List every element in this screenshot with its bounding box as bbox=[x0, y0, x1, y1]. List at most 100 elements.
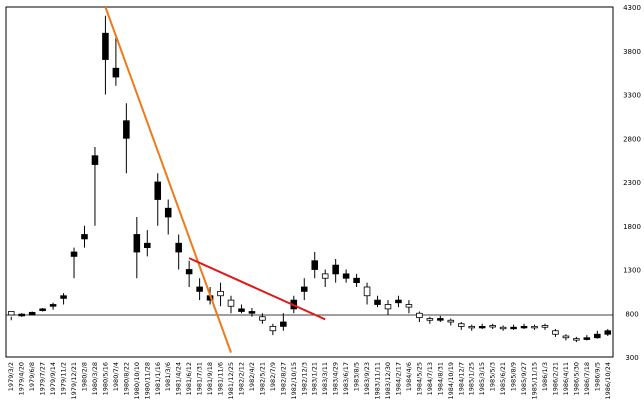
trendlines bbox=[104, 6, 326, 353]
y-tick-label: 2300 bbox=[623, 179, 641, 187]
candle-body-up bbox=[217, 290, 224, 297]
candlestick bbox=[353, 273, 360, 287]
candle-body-down bbox=[123, 120, 130, 139]
candle-body-down bbox=[332, 264, 339, 275]
x-tick-label: 1980/10/10 bbox=[133, 362, 141, 399]
candle-body-up bbox=[416, 312, 423, 319]
x-tick-label: 1982/8/27 bbox=[279, 362, 287, 395]
candle-body-up bbox=[7, 311, 15, 316]
candle-body-up bbox=[541, 325, 549, 328]
candle-body-down bbox=[81, 234, 88, 240]
candlestick bbox=[185, 260, 193, 287]
y-tick-label: 1800 bbox=[623, 223, 641, 231]
candle-body-down bbox=[437, 318, 444, 321]
candle-body-down bbox=[311, 260, 319, 270]
candlestick bbox=[133, 217, 141, 279]
candlestick bbox=[91, 147, 99, 226]
candlestick bbox=[49, 302, 57, 310]
candle-body-up bbox=[321, 273, 329, 279]
candle-body-down bbox=[133, 234, 141, 253]
x-tick-label: 1983/6/17 bbox=[342, 362, 350, 395]
x-tick-label: 1984/5/25 bbox=[415, 362, 423, 395]
candlestick bbox=[437, 315, 444, 322]
x-tick-label: 1986/2/21 bbox=[551, 362, 559, 395]
candle-body-down bbox=[395, 299, 402, 304]
candle-body-up bbox=[531, 325, 538, 329]
candlestick bbox=[227, 295, 235, 314]
candlestick bbox=[81, 225, 88, 248]
candle-body-down bbox=[594, 333, 601, 339]
y-tick-label: 4300 bbox=[623, 4, 641, 12]
candle-body-down bbox=[60, 295, 67, 299]
candle-body-down bbox=[91, 155, 99, 165]
x-tick-label: 1979/7/27 bbox=[39, 362, 47, 395]
x-tick-label: 1981/12/25 bbox=[227, 362, 235, 399]
x-tick-label: 1986/4/11 bbox=[562, 362, 570, 395]
x-tick-label: 1983/8/5 bbox=[353, 362, 361, 391]
candle-body-down bbox=[39, 308, 46, 312]
candlestick bbox=[583, 335, 591, 341]
x-tick-label: 1983/11/11 bbox=[374, 362, 382, 399]
x-tick-label: 1985/6/21 bbox=[499, 362, 507, 395]
candlestick bbox=[426, 316, 434, 324]
candle-body-up bbox=[489, 325, 496, 328]
candlestick-series bbox=[7, 15, 612, 343]
y-tick-label: 300 bbox=[625, 354, 638, 362]
x-tick-label: 1984/10/19 bbox=[447, 362, 455, 399]
candlestick bbox=[416, 311, 423, 322]
x-tick-label: 1980/3/28 bbox=[91, 362, 99, 395]
x-tick-label: 1983/3/11 bbox=[321, 362, 329, 395]
candlestick bbox=[447, 318, 455, 326]
candle-body-down bbox=[49, 304, 57, 307]
candlestick bbox=[123, 103, 130, 174]
candle-body-up bbox=[363, 286, 371, 297]
candle-body-down bbox=[144, 242, 151, 249]
candle-body-down bbox=[154, 181, 162, 200]
candle-body-up bbox=[447, 319, 455, 323]
candle-body-down bbox=[604, 330, 612, 335]
candle-body-up bbox=[573, 338, 580, 341]
candlestick bbox=[478, 323, 486, 329]
candlestick bbox=[102, 15, 109, 95]
candlestick bbox=[573, 336, 580, 343]
candle-body-down bbox=[102, 32, 109, 60]
x-tick-label: 1984/8/31 bbox=[436, 362, 444, 395]
x-tick-label: 1985/9/27 bbox=[520, 362, 528, 395]
x-tick-label: 1980/7/4 bbox=[112, 362, 120, 391]
x-tick-label: 1981/3/6 bbox=[164, 362, 172, 391]
x-tick-label: 1981/4/24 bbox=[175, 362, 183, 395]
candle-body-down bbox=[520, 325, 528, 329]
x-tick-label: 1983/4/29 bbox=[332, 362, 340, 395]
candlestick bbox=[269, 323, 277, 336]
x-tick-label: 1979/12/21 bbox=[70, 362, 78, 399]
candlestick bbox=[594, 330, 601, 339]
candle-body-up bbox=[405, 304, 413, 308]
x-tick-label: 1982/12/3 bbox=[300, 362, 308, 395]
x-tick-label: 1980/11/28 bbox=[143, 362, 151, 399]
trendline bbox=[188, 257, 326, 321]
candle-body-down bbox=[185, 269, 193, 275]
candlestick bbox=[28, 311, 36, 316]
candlestick bbox=[60, 293, 67, 305]
candle-body-down bbox=[342, 273, 350, 279]
x-tick-label: 1984/7/13 bbox=[426, 362, 434, 395]
candlestick bbox=[280, 313, 287, 331]
candlestick bbox=[552, 329, 559, 337]
candle-body-down bbox=[478, 325, 486, 329]
candle-body-down bbox=[353, 277, 360, 284]
candle-body-down bbox=[280, 321, 287, 327]
x-tick-label: 1982/2/12 bbox=[237, 362, 245, 395]
candlestick bbox=[311, 252, 319, 279]
candlestick bbox=[175, 234, 182, 270]
candle-body-up bbox=[269, 325, 277, 332]
candle-body-down bbox=[248, 311, 256, 314]
candlestick bbox=[144, 230, 151, 257]
candle-body-down bbox=[374, 299, 381, 305]
x-tick-label: 1982/5/21 bbox=[258, 362, 266, 395]
x-tick-label: 1981/11/6 bbox=[217, 362, 225, 395]
candle-body-down bbox=[510, 326, 517, 330]
y-tick-label: 1300 bbox=[623, 267, 641, 275]
x-tick-label: 1980/8/22 bbox=[122, 362, 130, 395]
